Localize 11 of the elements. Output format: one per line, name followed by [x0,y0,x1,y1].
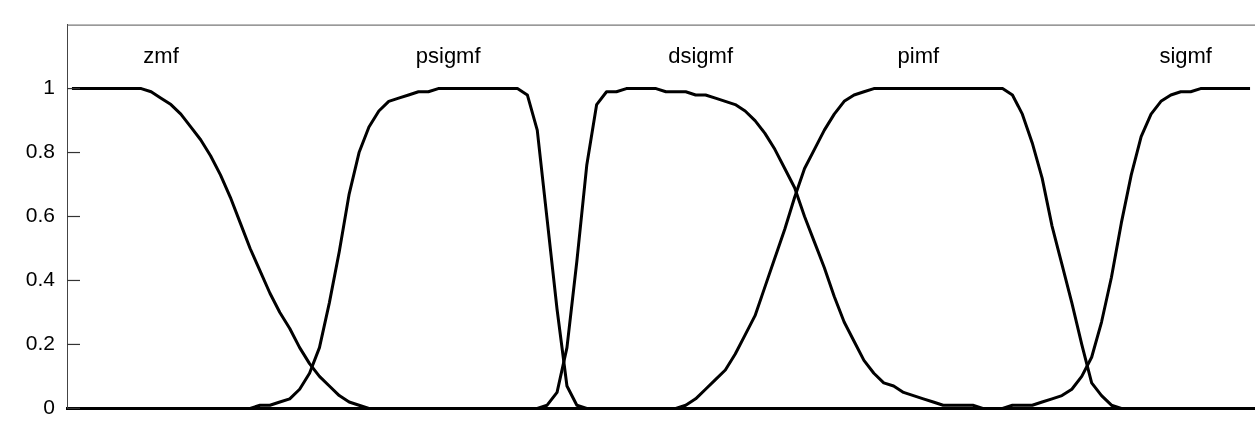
series-label: psigmf [415,42,482,68]
y-tick-label: 0.2 [25,331,55,355]
series-label: sigmf [1159,42,1213,68]
y-tick-label: 0.4 [25,267,56,291]
y-tick-label: 1 [43,75,55,99]
y-tick-label: 0.8 [25,139,55,163]
series-label: pimf [897,42,941,68]
series-label: dsigmf [668,42,734,68]
series-label: zmf [143,42,180,68]
y-tick-label: 0.6 [25,203,55,227]
y-tick-label: 0 [43,395,55,419]
